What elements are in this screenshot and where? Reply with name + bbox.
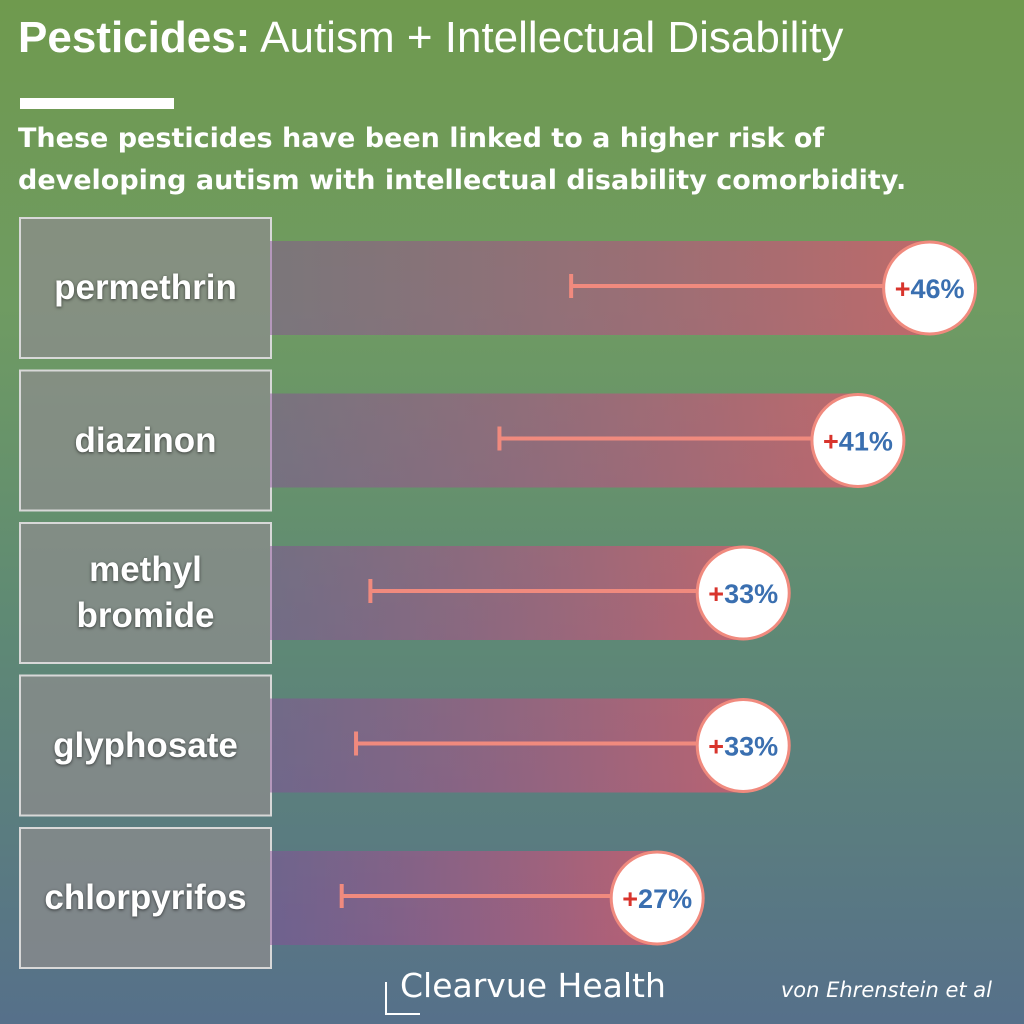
- brand-logo: [385, 982, 420, 1015]
- source: von Ehrenstein et al: [780, 978, 992, 1002]
- value-label: +33%: [708, 579, 778, 609]
- category-label: glyphosate: [53, 725, 238, 765]
- category-label: chlorpyrifos: [44, 878, 247, 917]
- category-label: diazinon: [74, 420, 217, 460]
- chart-title: Pesticides: Autism + Intellectual Disabi…: [18, 13, 843, 62]
- thumbnail: [19, 217, 272, 359]
- value-label: +33%: [708, 732, 778, 762]
- subtitle: These pesticides have been linked to a h…: [18, 123, 907, 196]
- thumbnail: [19, 369, 272, 512]
- category-label: permethrin: [54, 268, 237, 307]
- value-label: +27%: [622, 884, 692, 914]
- value-circle: [882, 240, 978, 336]
- value-circle: [695, 545, 791, 641]
- value-circle: [695, 698, 791, 793]
- value-label: +41%: [823, 427, 893, 457]
- brand: Clearvue Health: [400, 966, 666, 1005]
- value-circle: [810, 393, 906, 488]
- title-underline: [20, 98, 174, 109]
- value-label: +46%: [895, 274, 965, 304]
- thumbnail: [19, 827, 272, 969]
- category-label: methyl bromide: [76, 550, 215, 635]
- thumbnail: [19, 674, 272, 817]
- value-circle: [609, 850, 705, 946]
